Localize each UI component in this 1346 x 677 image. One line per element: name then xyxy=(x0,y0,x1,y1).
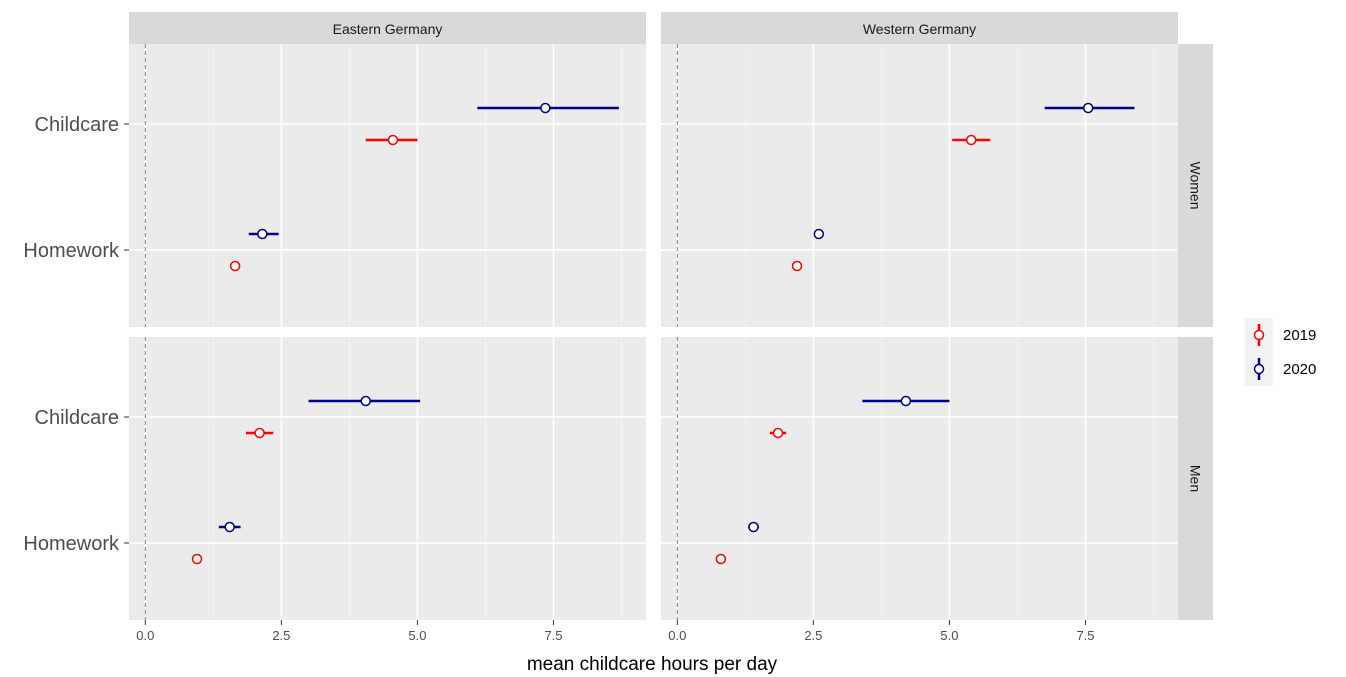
point-childcare-2020 xyxy=(540,102,551,114)
point-homework-2020 xyxy=(813,228,825,240)
point-homework-2020 xyxy=(257,228,268,240)
point-childcare-2019 xyxy=(254,427,265,439)
legend-key-point xyxy=(1253,329,1265,341)
point-childcare-2019 xyxy=(772,427,784,439)
row-strip-label: Women xyxy=(1188,162,1204,210)
axes-layer: Childcare Homework Childcare Homework 0.0 2.5… xyxy=(23,114,1094,643)
y-tick-label: Childcare xyxy=(35,407,119,429)
x-tick-label: 0.0 xyxy=(668,628,686,643)
point-homework-2019 xyxy=(791,260,803,272)
x-tick-label: 5.0 xyxy=(940,628,958,643)
point-childcare-2020 xyxy=(900,395,912,407)
x-tick-label: 5.0 xyxy=(408,628,426,643)
panel-western-germany-women xyxy=(661,44,1178,327)
panel-background xyxy=(129,44,646,327)
panels-layer xyxy=(129,44,1178,620)
x-tick-label: 2.5 xyxy=(272,628,290,643)
point-homework-2020 xyxy=(748,521,759,533)
y-tick-label: Childcare xyxy=(35,114,119,136)
point-homework-2019 xyxy=(191,553,203,565)
point-homework-2020 xyxy=(224,521,235,533)
x-tick-label: 7.5 xyxy=(1076,628,1094,643)
row-strip-women xyxy=(1178,44,1213,327)
legend-item-2019: 2019 xyxy=(1245,318,1316,352)
panel-western-germany-men xyxy=(661,337,1178,620)
point-childcare-2020 xyxy=(1082,102,1094,114)
strips-layer: Eastern Germany Western Germany Women Men xyxy=(129,12,1213,620)
legend-item-2020: 2020 xyxy=(1245,352,1316,386)
point-childcare-2019 xyxy=(387,134,399,146)
legend: 2019 2020 xyxy=(1245,318,1316,386)
x-axis-title: mean childcare hours per day xyxy=(527,654,778,675)
panel-background xyxy=(661,337,1178,620)
column-strip-western-germany xyxy=(661,12,1178,44)
point-homework-2019 xyxy=(715,553,727,565)
panel-eastern-germany-men xyxy=(129,337,646,620)
y-tick-label: Homework xyxy=(23,533,120,555)
point-childcare-2020 xyxy=(360,395,371,407)
x-tick-label: 2.5 xyxy=(804,628,822,643)
x-tick-label: 0.0 xyxy=(136,628,154,643)
panel-background xyxy=(129,337,646,620)
row-strip-label: Men xyxy=(1188,465,1204,492)
panel-background xyxy=(661,44,1178,327)
column-strip-label: Eastern Germany xyxy=(333,21,443,37)
column-strip-eastern-germany xyxy=(129,12,646,44)
y-tick-label: Homework xyxy=(23,240,120,262)
legend-label: 2020 xyxy=(1283,361,1316,378)
legend-label: 2019 xyxy=(1283,327,1316,344)
panel-eastern-germany-women xyxy=(129,44,646,327)
column-strip-label: Western Germany xyxy=(863,21,976,37)
row-strip-men xyxy=(1178,337,1213,620)
legend-key-point xyxy=(1253,363,1265,375)
x-tick-label: 7.5 xyxy=(544,628,562,643)
point-childcare-2019 xyxy=(965,134,977,146)
point-homework-2019 xyxy=(229,260,241,272)
